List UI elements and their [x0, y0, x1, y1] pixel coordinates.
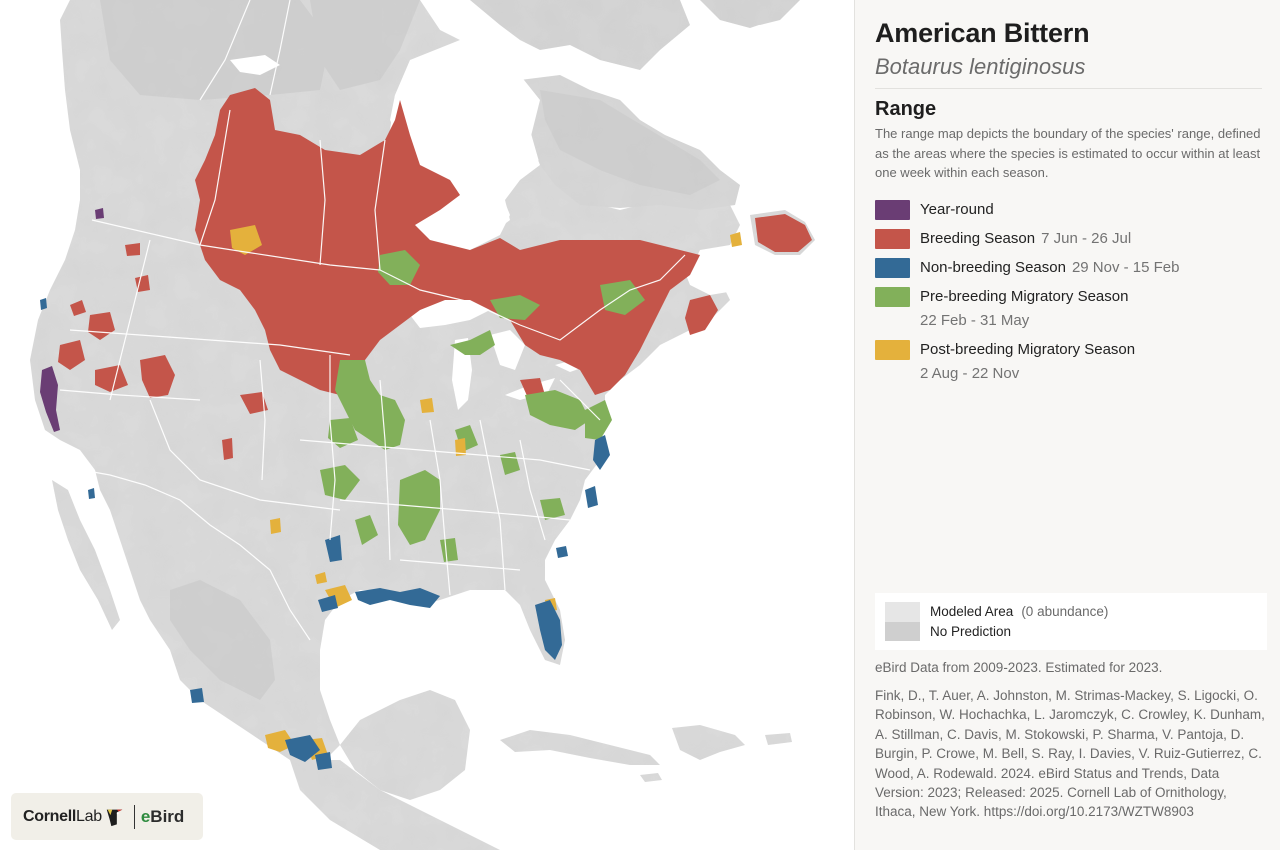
citation-text[interactable]: Fink, D., T. Auer, A. Johnston, M. Strim… [875, 688, 1265, 820]
species-scientific-name: Botaurus lentiginosus [875, 54, 1086, 79]
us-mexico-border [81, 469, 311, 641]
woodpecker-icon [106, 809, 123, 826]
cornell-ebird-logo[interactable]: CornellLab eBird [11, 793, 203, 840]
legend-dates: 2 Aug - 22 Nov [920, 364, 1020, 382]
species-common-name: American Bittern [875, 18, 1090, 48]
range-map[interactable]: CornellLab eBird [0, 0, 854, 850]
range-description: The range map depicts the boundary of th… [875, 126, 1261, 180]
jamaica-land [640, 773, 662, 782]
us-canada-border [91, 219, 686, 341]
map-canvas[interactable] [0, 0, 854, 850]
legend-item-year-round[interactable]: Year-round [875, 199, 1262, 220]
no-prediction-label: No Prediction [930, 623, 1012, 639]
legend-dates: 22 Feb - 31 May [920, 311, 1030, 329]
year-round-range-layer [40, 208, 104, 432]
great-slave-lake [230, 55, 280, 75]
no-prediction-swatch [885, 621, 920, 641]
political-borders [59, 0, 686, 641]
header-divider [875, 88, 1262, 89]
arctic-islands-land [470, 0, 690, 70]
central-america-land [290, 760, 500, 850]
pre-breeding-range-layer [320, 250, 645, 562]
post-breeding-swatch [875, 339, 910, 360]
breeding-swatch [875, 228, 910, 249]
greenland-land [700, 0, 790, 28]
no-prediction-layer [100, 0, 720, 700]
legend-item-breeding[interactable]: Breeding Season 7 Jun - 26 Jul [875, 228, 1262, 249]
year-round-swatch [875, 199, 910, 220]
legend-item-post-breeding[interactable]: Post-breeding Migratory Season 2 Aug - 22… [875, 339, 1262, 384]
legend-label: Year-round [920, 200, 994, 218]
baja-california-land [52, 480, 120, 630]
puerto-rico-land [765, 733, 792, 745]
modeled-area-legend: Modeled Area (0 abundance) No Prediction [875, 593, 1267, 650]
modeled-area-sub: (0 abundance) [1021, 604, 1109, 619]
range-section-title: Range [875, 98, 937, 120]
hispaniola-land [672, 725, 745, 760]
lake-huron [490, 330, 525, 370]
legend-dates: 29 Nov - 15 Feb [1071, 258, 1180, 276]
cuba-land [500, 730, 660, 765]
legend-label: Breeding Season [920, 229, 1036, 247]
modeled-area-label: Modeled Area [930, 604, 1014, 619]
legend-label: Pre-breeding Migratory Season [920, 287, 1129, 305]
yucatan-land [340, 690, 470, 800]
ebird-wordmark: eBird [140, 806, 185, 826]
legend-dates: 7 Jun - 26 Jul [1041, 229, 1132, 247]
non-breeding-swatch [875, 257, 910, 278]
legend-label: Post-breeding Migratory Season [920, 340, 1136, 358]
season-legend: Year-round Breeding Season 7 Jun - 26 Jul… [875, 199, 1262, 384]
modeled-area-swatch [885, 602, 920, 622]
modeled-area-swatches [885, 602, 920, 641]
legend-item-pre-breeding[interactable]: Pre-breeding Migratory Season 22 Feb - 31… [875, 286, 1262, 331]
pre-breeding-swatch [875, 286, 910, 307]
legend-label: Non-breeding Season [920, 258, 1066, 276]
cornell-lab-wordmark: CornellLab [23, 807, 102, 825]
gulf-of-st-lawrence [680, 255, 745, 295]
non-breeding-range-layer [40, 298, 610, 770]
lake-michigan [452, 338, 472, 410]
logo-separator [133, 804, 135, 829]
legend-item-non-breeding[interactable]: Non-breeding Season 29 Nov - 15 Feb [875, 257, 1262, 278]
info-panel: American Bittern Botaurus lentiginosus R… [854, 0, 1280, 850]
breeding-range-layer [58, 88, 812, 460]
data-note: eBird Data from 2009-2023. Estimated for… [875, 660, 1163, 675]
